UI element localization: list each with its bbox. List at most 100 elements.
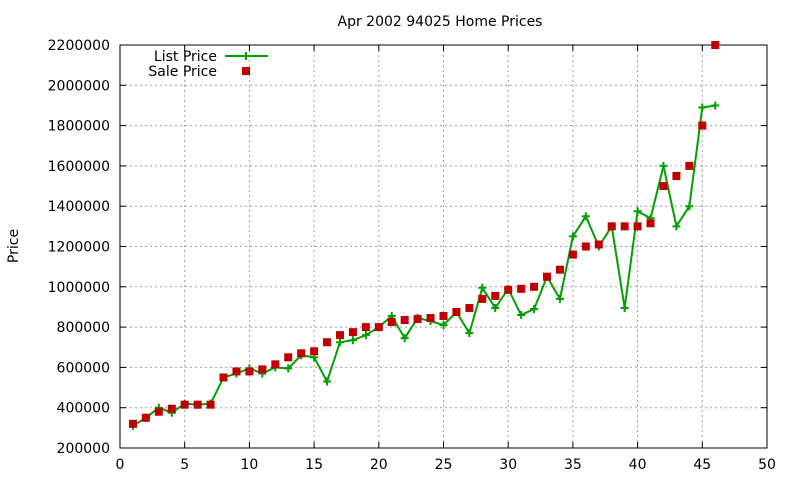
x-tick-labels: 0 5 10 15 20 25 30 35 40 45 50 [116,457,776,473]
series-0 [128,101,720,430]
data-point [594,240,603,249]
data-point [568,232,577,241]
data-point [284,353,293,362]
data-point [711,101,720,110]
data-point [491,291,500,300]
data-point [413,315,422,324]
data-point [154,407,163,416]
legend: List Price Sale Price [148,49,268,80]
x-tick-label: 15 [305,457,323,473]
data-point [607,222,616,231]
axis-ticks [119,44,768,449]
data-point [530,304,539,313]
data-point [348,336,357,345]
data-point [361,323,370,332]
data-point [232,367,241,376]
x-tick-label: 0 [116,457,125,473]
data-point [685,161,694,170]
data-point [323,377,332,386]
data-point [439,321,448,330]
data-point [245,367,254,376]
x-tick-label: 50 [758,457,776,473]
data-point [128,419,137,428]
legend-label-sale-price: Sale Price [148,64,217,80]
data-point [335,331,344,340]
data-point [543,272,552,281]
data-point [633,222,642,231]
data-point [555,265,564,274]
data-point [504,285,513,294]
series-1 [128,41,720,428]
data-point [426,314,435,323]
data-point [323,338,332,347]
data-point [465,329,474,338]
data-point [219,373,228,382]
data-point [491,303,500,312]
data-point [180,400,189,409]
y-tick-label: 1800000 [48,119,110,135]
x-tick-label: 5 [180,457,189,473]
data-point [439,312,448,321]
x-tick-label: 45 [693,457,711,473]
data-point [478,294,487,303]
data-point [141,413,150,422]
data-point [400,316,409,325]
data-point [659,161,668,170]
plot-frame [119,44,768,449]
x-tick-label: 20 [370,457,388,473]
y-tick-label: 800000 [57,320,110,336]
y-tick-label: 1600000 [48,159,110,175]
data-point [568,250,577,259]
data-point [517,311,526,320]
data-point [348,328,357,337]
data-point [452,307,461,316]
y-tick-labels: 200000 400000 600000 800000 1000000 1200000 14… [48,38,110,457]
data-point [646,219,655,228]
data-point [206,400,215,409]
data-point [698,103,707,112]
data-point [581,242,590,251]
data-point [193,400,202,409]
x-tick-label: 25 [435,457,453,473]
data-point [478,283,487,292]
series-line [132,104,716,427]
y-tick-label: 1200000 [48,240,110,256]
data-point [672,171,681,180]
data-point [530,282,539,291]
data-point [581,212,590,221]
data-point [620,303,629,312]
data-point [685,202,694,211]
data-point [258,365,267,374]
y-tick-label: 400000 [57,401,110,417]
data-point [361,331,370,340]
data-point [620,222,629,231]
data-point [284,364,293,373]
data-point [271,360,280,369]
data-point [387,318,396,327]
legend-label-list-price: List Price [154,49,217,65]
data-point [400,334,409,343]
x-tick-label: 10 [240,457,258,473]
data-point [374,323,383,332]
y-tick-label: 1000000 [48,280,110,296]
grid [120,45,767,448]
data-point [517,284,526,293]
data-point [555,294,564,303]
data-point [310,347,319,356]
legend-marker-list-price [242,52,250,60]
y-tick-label: 1400000 [48,199,110,215]
x-tick-label: 30 [499,457,517,473]
y-tick-label: 2200000 [48,38,110,54]
y-axis-label: Price [6,229,22,263]
legend-marker-sale-price [242,67,250,75]
data-point [297,349,306,358]
data-point [633,207,642,216]
series [128,41,720,430]
x-tick-label: 35 [564,457,582,473]
data-point [167,404,176,413]
y-tick-label: 600000 [57,360,110,376]
chart-title: Apr 2002 94025 Home Prices [338,14,543,30]
data-point [711,41,720,49]
y-tick-label: 200000 [57,441,110,457]
